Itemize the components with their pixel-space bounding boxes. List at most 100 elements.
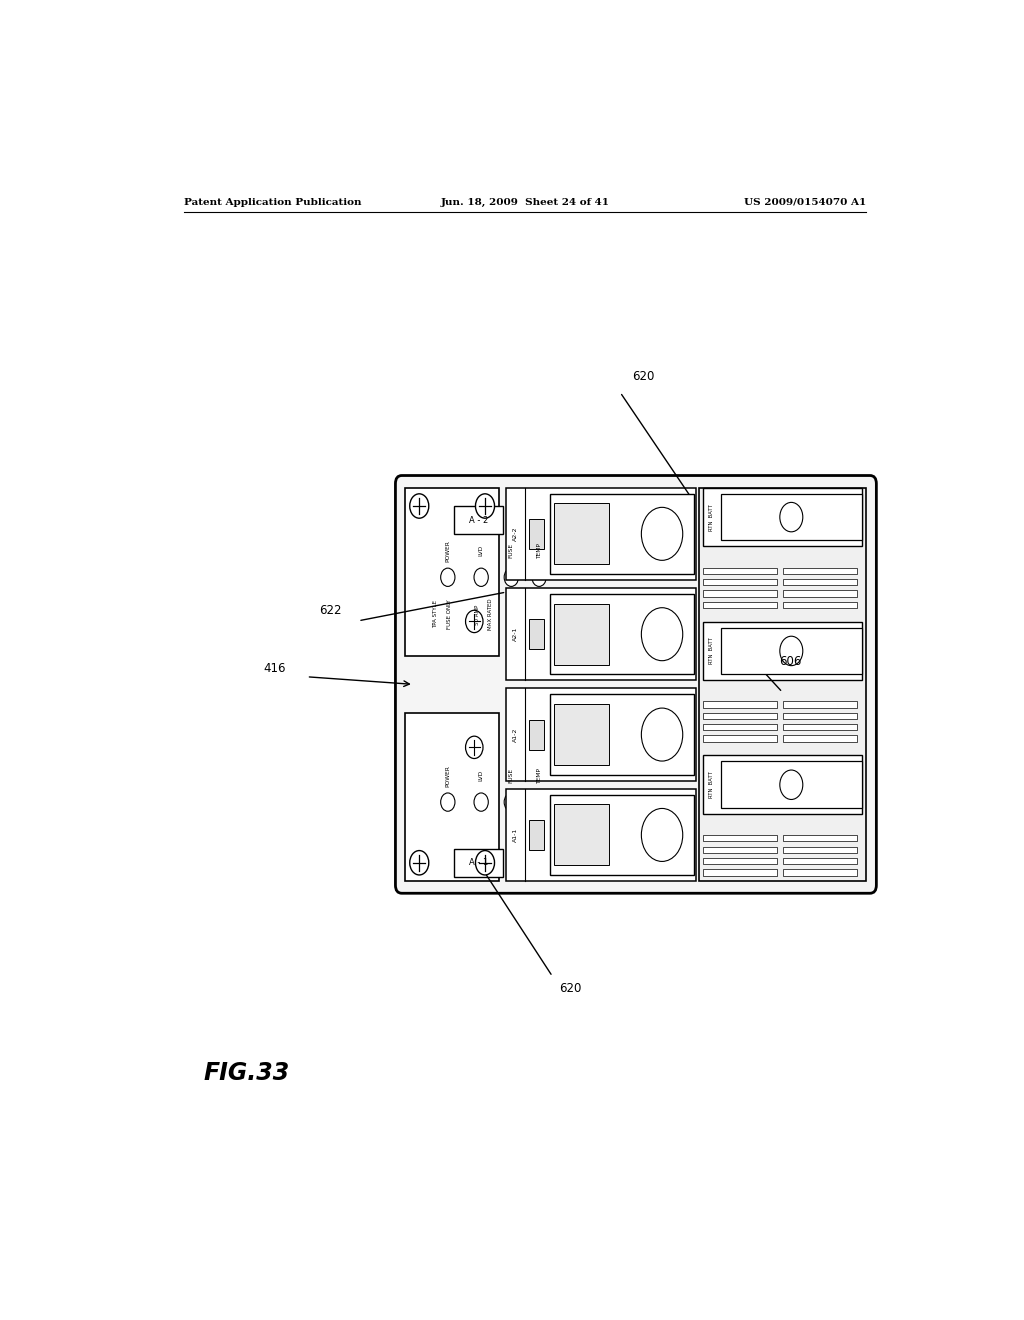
Circle shape xyxy=(410,850,429,875)
Text: Patent Application Publication: Patent Application Publication xyxy=(183,198,361,207)
Text: RTN  BATT: RTN BATT xyxy=(709,504,714,531)
Bar xyxy=(783,590,857,597)
Text: LVD: LVD xyxy=(478,545,483,556)
Circle shape xyxy=(531,793,546,812)
Bar xyxy=(529,619,544,649)
Bar xyxy=(703,836,777,841)
Bar xyxy=(721,762,862,808)
Bar xyxy=(721,494,862,540)
Bar xyxy=(703,579,777,585)
Bar xyxy=(783,846,857,853)
Text: 620: 620 xyxy=(632,371,654,383)
Circle shape xyxy=(474,793,488,812)
Text: RTN  BATT: RTN BATT xyxy=(709,771,714,799)
Bar xyxy=(703,735,777,742)
Text: FUSE: FUSE xyxy=(509,768,514,783)
Bar xyxy=(550,694,693,775)
Circle shape xyxy=(780,770,803,800)
Text: A1-2: A1-2 xyxy=(513,727,518,742)
Bar xyxy=(783,870,857,875)
Text: FIG.33: FIG.33 xyxy=(204,1061,290,1085)
Bar xyxy=(529,820,544,850)
Bar xyxy=(783,579,857,585)
Bar xyxy=(550,594,693,675)
Text: 50 AMP: 50 AMP xyxy=(475,605,479,624)
Circle shape xyxy=(466,610,483,632)
Text: TEMP: TEMP xyxy=(537,543,542,558)
Bar xyxy=(550,494,693,574)
Bar xyxy=(404,713,500,880)
Bar xyxy=(454,849,504,876)
Bar xyxy=(703,487,862,546)
Bar xyxy=(703,568,777,574)
Bar xyxy=(783,735,857,742)
Text: A1-1: A1-1 xyxy=(513,828,518,842)
Bar xyxy=(454,506,504,535)
Circle shape xyxy=(531,568,546,586)
Text: TEMP: TEMP xyxy=(537,768,542,784)
Bar xyxy=(703,590,777,597)
Circle shape xyxy=(780,636,803,665)
Text: MAX RATED: MAX RATED xyxy=(488,598,494,630)
FancyBboxPatch shape xyxy=(395,475,877,894)
Bar xyxy=(783,713,857,719)
Text: A2-1: A2-1 xyxy=(513,627,518,642)
Text: POWER: POWER xyxy=(445,764,451,787)
Bar xyxy=(703,870,777,875)
Bar xyxy=(703,755,862,814)
Bar xyxy=(554,704,608,766)
Text: A2-2: A2-2 xyxy=(513,527,518,541)
Circle shape xyxy=(440,793,455,812)
Text: FUSE: FUSE xyxy=(509,544,514,558)
Text: A - 2: A - 2 xyxy=(469,516,488,525)
Bar xyxy=(699,487,866,880)
Circle shape xyxy=(466,737,483,759)
Bar xyxy=(554,804,608,866)
Bar xyxy=(529,519,544,549)
Bar xyxy=(783,836,857,841)
Circle shape xyxy=(475,494,495,519)
Bar xyxy=(703,846,777,853)
Circle shape xyxy=(780,503,803,532)
Circle shape xyxy=(440,568,455,586)
Circle shape xyxy=(410,494,429,519)
Circle shape xyxy=(641,808,683,862)
Text: POWER: POWER xyxy=(445,540,451,562)
Bar xyxy=(783,701,857,708)
Bar xyxy=(506,589,696,680)
Bar xyxy=(550,795,693,875)
Circle shape xyxy=(641,607,683,661)
Bar xyxy=(783,725,857,730)
Text: 606: 606 xyxy=(778,655,801,668)
Bar xyxy=(703,602,777,607)
Bar xyxy=(783,858,857,865)
Bar xyxy=(554,503,608,565)
Bar xyxy=(703,725,777,730)
Bar xyxy=(404,487,500,656)
Text: FUSE ONLY: FUSE ONLY xyxy=(446,599,452,630)
Text: A - 1: A - 1 xyxy=(469,858,488,867)
Text: US 2009/0154070 A1: US 2009/0154070 A1 xyxy=(743,198,866,207)
Text: RTN  BATT: RTN BATT xyxy=(709,638,714,664)
Bar xyxy=(703,713,777,719)
Bar xyxy=(529,719,544,750)
Text: LVD: LVD xyxy=(478,770,483,781)
Text: Jun. 18, 2009  Sheet 24 of 41: Jun. 18, 2009 Sheet 24 of 41 xyxy=(440,198,609,207)
Circle shape xyxy=(474,568,488,586)
Bar xyxy=(783,568,857,574)
Bar xyxy=(506,789,696,880)
Bar xyxy=(554,603,608,665)
Bar xyxy=(703,622,862,680)
Text: 416: 416 xyxy=(263,663,286,675)
Bar xyxy=(703,701,777,708)
Text: TPA STYLE: TPA STYLE xyxy=(433,601,438,628)
Circle shape xyxy=(641,708,683,762)
Bar xyxy=(703,858,777,865)
Circle shape xyxy=(504,793,518,812)
Text: 620: 620 xyxy=(559,982,582,995)
Bar xyxy=(721,627,862,675)
Text: 622: 622 xyxy=(319,605,342,618)
Bar xyxy=(506,487,696,579)
Circle shape xyxy=(504,568,518,586)
Circle shape xyxy=(475,850,495,875)
